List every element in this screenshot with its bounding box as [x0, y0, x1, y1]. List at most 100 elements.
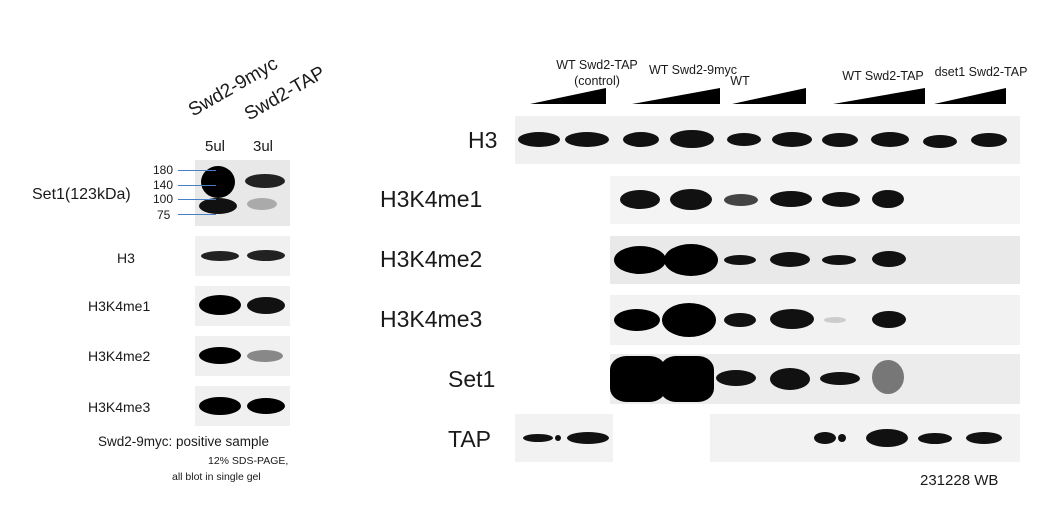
blot-h3k4me1: [610, 176, 1020, 224]
band: [199, 198, 237, 214]
group-label-wt-swd2-tap-control-1: WT Swd2-TAP: [556, 58, 638, 72]
band: [814, 432, 836, 444]
band: [664, 244, 718, 276]
band: [247, 250, 285, 261]
band: [614, 309, 660, 331]
gradient-triangle: [934, 88, 1006, 104]
band: [199, 397, 241, 415]
blot-tap-part2: [710, 414, 1020, 462]
marker-140: 140: [153, 178, 174, 192]
row-label-h3k4me3: H3K4me3: [380, 306, 483, 332]
band: [199, 347, 241, 364]
band: [772, 132, 812, 147]
blot-h3k4me3-left: [195, 386, 290, 426]
band: [824, 317, 846, 323]
gradient-triangle: [530, 88, 606, 104]
band: [614, 246, 666, 274]
band: [966, 432, 1002, 444]
band: [923, 135, 957, 148]
band: [518, 132, 560, 147]
gradient-triangle: [632, 88, 720, 104]
band: [866, 429, 908, 447]
group-label-wt-swd2-9myc: WT Swd2-9myc: [649, 63, 737, 77]
band: [822, 192, 860, 207]
band: [770, 368, 810, 390]
blot-set1: [610, 354, 1020, 404]
band: [770, 309, 814, 329]
group-label-dset1-swd2-tap: dset1 Swd2-TAP: [934, 65, 1028, 79]
band: [523, 434, 553, 442]
band: [660, 356, 714, 402]
group-label-wt-swd2-tap: WT Swd2-TAP: [842, 69, 924, 83]
band: [199, 295, 241, 315]
volume-3ul: 3ul: [253, 138, 274, 155]
band: [623, 132, 659, 147]
band: [201, 166, 235, 198]
marker-100: 100: [153, 192, 174, 206]
band: [872, 311, 906, 328]
band: [247, 297, 285, 314]
band: [871, 132, 909, 147]
note-gel: 12% SDS-PAGE,: [208, 455, 289, 467]
band: [670, 130, 714, 148]
row-label-h3: H3: [468, 127, 498, 153]
marker-75: 75: [157, 208, 171, 222]
band: [724, 194, 758, 206]
band: [971, 133, 1007, 147]
group-label-wt-swd2-tap-control-2: (control): [574, 74, 620, 88]
blot-h3k4me3: [610, 295, 1020, 345]
marker-tick: [178, 170, 216, 171]
band: [770, 252, 810, 267]
band: [247, 398, 285, 414]
band: [567, 432, 609, 444]
band: [872, 360, 904, 394]
band: [555, 435, 561, 441]
band: [770, 191, 812, 207]
gradient-triangle: [833, 88, 925, 104]
marker-180: 180: [153, 163, 174, 177]
right-panel: WT Swd2-TAP (control) WT Swd2-9myc WT WT…: [320, 0, 1045, 513]
band: [822, 133, 858, 147]
blot-h3k4me2-left: [195, 336, 290, 376]
band: [245, 174, 285, 188]
band: [918, 433, 952, 444]
band: [670, 189, 712, 210]
band: [820, 372, 860, 385]
row-label-set1: Set1: [448, 366, 496, 392]
footer-label: 231228 WB: [920, 472, 999, 489]
blot-h3: [515, 116, 1020, 164]
band: [724, 255, 756, 265]
marker-tick: [178, 199, 216, 200]
note-single-gel: all blot in single gel: [172, 471, 261, 483]
band: [662, 303, 716, 337]
band: [201, 251, 239, 261]
band: [872, 190, 904, 208]
blot-h3k4me2: [610, 236, 1020, 284]
blot-h3k4me1-left: [195, 286, 290, 326]
band: [838, 434, 846, 442]
band: [724, 313, 756, 327]
band: [620, 190, 660, 209]
row-label-h3k4me3-left: H3K4me3: [88, 399, 151, 415]
row-label-h3k4me1-left: H3K4me1: [88, 298, 151, 314]
band: [727, 133, 761, 146]
left-panel: Swd2-9myc Swd2-TAP 5ul 3ul 180 140 100 7…: [0, 0, 329, 513]
gradient-triangle: [732, 88, 806, 104]
band: [247, 350, 283, 362]
band: [247, 198, 277, 210]
note-positive-sample: Swd2-9myc: positive sample: [98, 434, 270, 449]
band: [565, 132, 609, 147]
marker-tick: [178, 214, 216, 215]
marker-tick: [178, 185, 216, 186]
volume-5ul: 5ul: [205, 138, 226, 155]
band: [610, 356, 666, 402]
row-label-h3k4me2-left: H3K4me2: [88, 348, 151, 364]
row-label-h3k4me2: H3K4me2: [380, 246, 483, 272]
row-label-tap: TAP: [448, 426, 492, 452]
row-label-h3k4me1: H3K4me1: [380, 186, 483, 212]
blot-set1-left: [195, 160, 290, 226]
blot-tap-part1: [515, 414, 613, 462]
band: [822, 255, 856, 265]
row-label-set1-left: Set1(123kDa): [32, 186, 131, 203]
